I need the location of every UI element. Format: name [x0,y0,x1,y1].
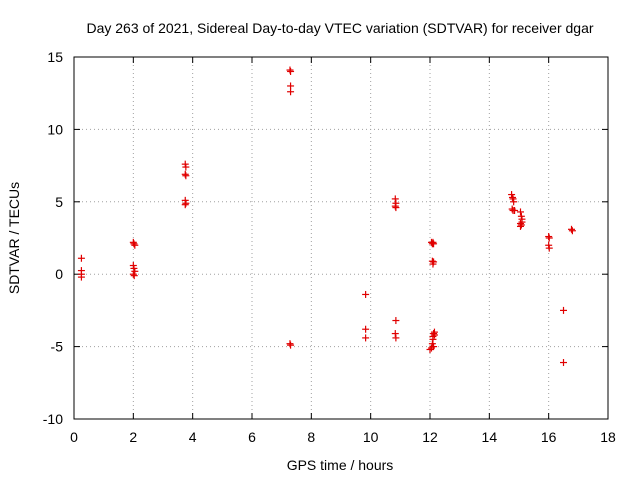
y-tick-label: 5 [55,194,63,210]
data-point [430,343,438,351]
data-point [516,208,524,216]
y-tick-label: 0 [55,266,63,282]
data-point [392,317,400,325]
y-tick-labels: -10 -5 0 5 10 15 [43,49,63,427]
x-tick-labels: 0 2 4 6 8 10 12 14 16 18 [70,429,616,445]
data-point [392,334,400,342]
data-point [77,273,85,281]
y-tick-label: 10 [47,121,63,137]
y-axis-label: SDTVAR / TECUs [6,182,22,294]
x-axis-label: GPS time / hours [287,457,394,473]
y-tick-label: 15 [47,49,63,65]
data-point [362,325,370,333]
x-tick-label: 10 [363,429,379,445]
chart-title: Day 263 of 2021, Sidereal Day-to-day VTE… [86,20,593,36]
data-point [510,198,518,206]
x-tick-label: 8 [307,429,315,445]
data-point [182,163,190,171]
data-point [287,341,295,349]
data-points [77,66,576,367]
x-tick-label: 18 [600,429,616,445]
data-point [560,359,567,367]
data-point [516,222,524,230]
data-point [362,334,370,342]
data-point [430,240,438,248]
data-point [430,258,438,266]
data-point [568,225,576,233]
y-tick-label: -5 [51,339,64,355]
data-point [287,67,295,75]
data-point [130,240,138,248]
data-point [287,88,295,96]
x-tick-label: 6 [248,429,256,445]
data-point [430,330,438,338]
y-tick-label: -10 [43,411,63,427]
x-tick-label: 14 [482,429,498,445]
data-point [131,241,139,249]
data-point [77,254,85,262]
data-point [511,206,519,214]
data-point [182,172,190,180]
data-point [545,244,553,252]
x-tick-label: 2 [129,429,137,445]
data-point [430,328,438,336]
x-tick-label: 16 [541,429,557,445]
data-point [426,345,434,353]
data-point [129,270,137,278]
x-tick-label: 12 [422,429,438,445]
axis-ticks [73,56,609,420]
data-point [545,234,553,242]
data-point [181,201,189,209]
plot-frame [73,56,609,420]
data-point [130,272,138,280]
x-tick-label: 0 [70,429,78,445]
data-point [568,227,576,235]
data-point [560,306,567,314]
data-point [518,218,526,226]
grid-lines [74,57,608,419]
data-point [392,204,400,212]
x-tick-label: 4 [189,429,197,445]
data-point [362,290,370,298]
